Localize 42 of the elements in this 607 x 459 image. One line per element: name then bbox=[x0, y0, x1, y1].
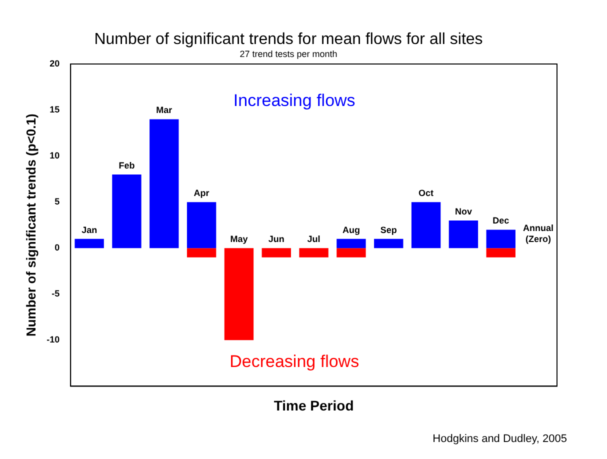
chart-title: Number of significant trends for mean flows for all sites bbox=[94, 31, 483, 48]
x-tick-label: Aug bbox=[342, 224, 360, 235]
bar bbox=[150, 119, 179, 248]
y-tick-label: 10 bbox=[50, 150, 60, 161]
bar bbox=[299, 248, 328, 258]
bar bbox=[486, 248, 516, 258]
x-axis-title: Time Period bbox=[274, 397, 354, 414]
bar bbox=[448, 220, 478, 248]
bar bbox=[262, 248, 291, 258]
y-tick-label: 15 bbox=[50, 104, 60, 115]
x-tick-label: Annual (Zero) bbox=[523, 223, 554, 244]
x-tick-label: Jan bbox=[82, 224, 98, 235]
x-tick-label: May bbox=[230, 234, 248, 244]
x-tick-label: Jul bbox=[307, 234, 320, 244]
x-tick-label: Sep bbox=[380, 224, 398, 235]
x-tick-label: Mar bbox=[156, 105, 173, 116]
x-tick-label: Oct bbox=[418, 188, 434, 198]
y-tick-label: -10 bbox=[46, 334, 60, 345]
y-tick-label: 20 bbox=[50, 58, 60, 68]
x-tick-label: Jun bbox=[268, 234, 284, 244]
x-tick-label: Feb bbox=[118, 160, 136, 170]
bar bbox=[112, 174, 142, 248]
bar bbox=[74, 238, 104, 248]
y-tick-label: -5 bbox=[52, 288, 60, 299]
bar bbox=[374, 238, 404, 248]
y-tick-label: 0 bbox=[54, 242, 60, 253]
x-tick-label: Apr bbox=[194, 188, 210, 198]
chart-subtitle: 27 trend tests per month bbox=[240, 49, 338, 60]
x-tick-label: Dec bbox=[492, 216, 510, 226]
y-tick-label: 5 bbox=[54, 196, 60, 207]
bar bbox=[336, 238, 366, 248]
x-tick-label: Nov bbox=[454, 206, 472, 216]
text: Hodgkins and Dudley, 2005 bbox=[432, 433, 567, 445]
bar bbox=[224, 248, 254, 340]
bar bbox=[411, 202, 441, 248]
y-axis-title: Number of significant trends (p<0.1) bbox=[23, 114, 38, 337]
bar bbox=[186, 202, 216, 248]
text: Increasing flows bbox=[233, 90, 356, 110]
bar bbox=[186, 248, 216, 258]
bar bbox=[336, 248, 366, 258]
series-label: Decreasing flows bbox=[230, 352, 360, 371]
bar bbox=[486, 230, 516, 248]
